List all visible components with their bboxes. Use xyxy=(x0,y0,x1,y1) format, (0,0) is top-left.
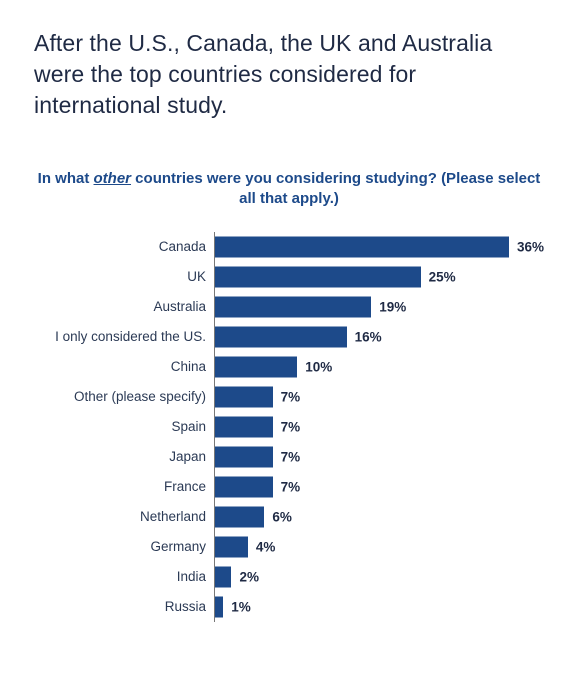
bar xyxy=(215,476,273,497)
bar-value-label: 16% xyxy=(355,329,382,344)
bar-wrap: 7% xyxy=(215,416,544,437)
bar-value-label: 7% xyxy=(281,389,301,404)
bar xyxy=(215,506,264,527)
bar-wrap: 7% xyxy=(215,476,544,497)
bar-row: China 10% xyxy=(34,352,544,382)
bar-category-label: China xyxy=(34,359,214,374)
bar-row: Russia 1% xyxy=(34,592,544,622)
bar xyxy=(215,266,421,287)
bar-category-label: Russia xyxy=(34,599,214,614)
bar-row: Australia 19% xyxy=(34,292,544,322)
bar-plot-area: 36% xyxy=(214,232,544,262)
bar-wrap: 25% xyxy=(215,266,544,287)
bar-plot-area: 7% xyxy=(214,382,544,412)
bar-wrap: 7% xyxy=(215,446,544,467)
bar xyxy=(215,326,347,347)
page: After the U.S., Canada, the UK and Austr… xyxy=(0,0,578,673)
bar-category-label: France xyxy=(34,479,214,494)
bar-category-label: India xyxy=(34,569,214,584)
chart-title-emph: other xyxy=(94,170,132,187)
bar-value-label: 25% xyxy=(429,269,456,284)
bar-plot-area: 1% xyxy=(214,592,544,622)
bar-row: I only considered the US. 16% xyxy=(34,322,544,352)
bar-row: Spain 7% xyxy=(34,412,544,442)
chart-title: In what other countries were you conside… xyxy=(34,169,544,210)
bar-value-label: 10% xyxy=(305,359,332,374)
bar-row: UK 25% xyxy=(34,262,544,292)
bar-category-label: Japan xyxy=(34,449,214,464)
bar-category-label: Other (please specify) xyxy=(34,389,214,404)
bar xyxy=(215,296,371,317)
bar-wrap: 1% xyxy=(215,596,544,617)
bar-wrap: 10% xyxy=(215,356,544,377)
bar-row: Japan 7% xyxy=(34,442,544,472)
bar-plot-area: 2% xyxy=(214,562,544,592)
bar-plot-area: 19% xyxy=(214,292,544,322)
bar-category-label: Netherland xyxy=(34,509,214,524)
bar-plot-area: 10% xyxy=(214,352,544,382)
bar-category-label: I only considered the US. xyxy=(34,329,214,344)
bar-wrap: 6% xyxy=(215,506,544,527)
bar-row: Germany 4% xyxy=(34,532,544,562)
bar xyxy=(215,236,509,257)
bar-plot-area: 16% xyxy=(214,322,544,352)
bar xyxy=(215,446,273,467)
bar-plot-area: 25% xyxy=(214,262,544,292)
bar-chart: Canada 36% UK 25% Australia 19% I only conside… xyxy=(34,232,544,622)
bar-plot-area: 7% xyxy=(214,442,544,472)
bar-wrap: 19% xyxy=(215,296,544,317)
bar-wrap: 4% xyxy=(215,536,544,557)
bar-row: Other (please specify) 7% xyxy=(34,382,544,412)
bar-plot-area: 6% xyxy=(214,502,544,532)
bar-row: India 2% xyxy=(34,562,544,592)
bar-category-label: Spain xyxy=(34,419,214,434)
bar-wrap: 2% xyxy=(215,566,544,587)
bar-wrap: 7% xyxy=(215,386,544,407)
bar-value-label: 4% xyxy=(256,539,276,554)
bar-category-label: Australia xyxy=(34,299,214,314)
bar-row: France 7% xyxy=(34,472,544,502)
bar-value-label: 2% xyxy=(239,569,259,584)
bar-value-label: 36% xyxy=(517,239,544,254)
bar-value-label: 19% xyxy=(379,299,406,314)
chart-title-post: countries were you considering studying?… xyxy=(131,170,540,207)
bar-value-label: 1% xyxy=(231,599,251,614)
bar-wrap: 36% xyxy=(215,236,544,257)
bar-category-label: Canada xyxy=(34,239,214,254)
headline-text: After the U.S., Canada, the UK and Austr… xyxy=(34,28,544,121)
bar-value-label: 7% xyxy=(281,449,301,464)
bar-value-label: 7% xyxy=(281,479,301,494)
bar-category-label: UK xyxy=(34,269,214,284)
bar-plot-area: 7% xyxy=(214,472,544,502)
bar-row: Netherland 6% xyxy=(34,502,544,532)
bar xyxy=(215,596,223,617)
bar xyxy=(215,536,248,557)
bar-value-label: 7% xyxy=(281,419,301,434)
bar-plot-area: 7% xyxy=(214,412,544,442)
bar xyxy=(215,566,231,587)
bar xyxy=(215,416,273,437)
bar xyxy=(215,356,297,377)
bar-category-label: Germany xyxy=(34,539,214,554)
bar xyxy=(215,386,273,407)
bar-value-label: 6% xyxy=(272,509,292,524)
chart-title-pre: In what xyxy=(38,170,94,187)
bar-row: Canada 36% xyxy=(34,232,544,262)
bar-wrap: 16% xyxy=(215,326,544,347)
bar-plot-area: 4% xyxy=(214,532,544,562)
